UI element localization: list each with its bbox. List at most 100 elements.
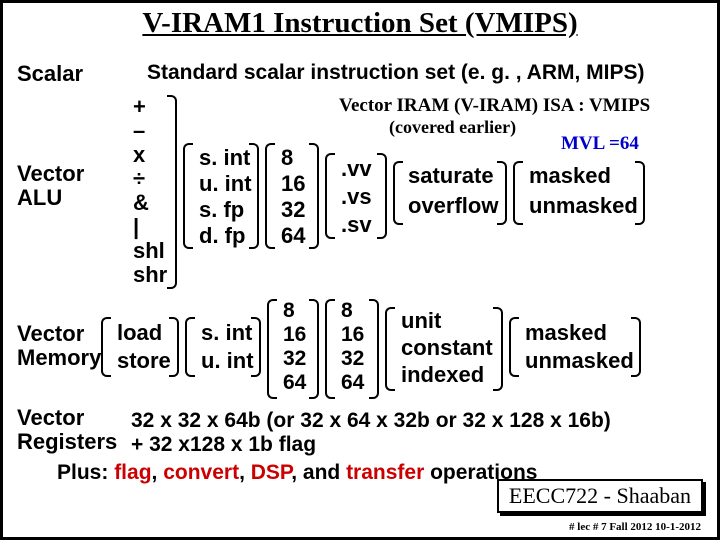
mem-types: s. int u. int [201,319,254,375]
mem-mask-item: masked [525,319,634,347]
alu-ops: + – x ÷ & | shl shr [133,95,167,287]
bracket [251,317,261,377]
alu-type: s. fp [199,197,252,223]
mem-widths: 8 16 32 64 [283,299,306,395]
scalar-desc: Standard scalar instruction set (e. g. ,… [147,61,644,85]
mem-mode-item: unit [401,307,493,334]
alu-type: u. int [199,171,252,197]
alu-op: & [133,191,167,215]
bracket [513,161,523,225]
plus-d: convert [163,461,239,484]
footer-small: # lec # 7 Fall 2012 10-1-2012 [569,521,701,533]
alu-width: 64 [281,223,305,249]
bracket [493,307,503,391]
alu-reg: .sv [341,211,372,239]
bracket [169,317,179,377]
plus-a: Plus: [57,461,114,484]
bracket [509,317,519,377]
alu-reg: .vs [341,183,372,211]
mem-width2: 8 [341,299,364,323]
vector-alu-label2: ALU [17,185,62,211]
scalar-label: Scalar [17,61,83,86]
vector-alu-label1: Vector [17,161,84,187]
alu-op: x [133,143,167,167]
alu-sat-item: overflow [408,191,498,221]
bracket [249,143,259,249]
bracket [183,143,193,249]
mem-mode: unit constant indexed [401,307,493,388]
mem-mask-item: unmasked [525,347,634,375]
mem-width: 32 [283,347,306,371]
mem-type: u. int [201,347,254,375]
alu-width: 8 [281,145,305,171]
alu-types: s. int u. int s. fp d. fp [199,145,252,249]
mem-width2: 64 [341,371,364,395]
note-vmips: Vector IRAM (V-IRAM) ISA : VMIPS [339,95,650,117]
registers-text2: + 32 x128 x 1b flag [131,433,316,457]
bracket [635,161,645,225]
slide: V-IRAM1 Instruction Set (VMIPS) Scalar S… [0,0,720,540]
alu-op: | [133,215,167,239]
scalar-row: Scalar Standard scalar instruction set (… [17,61,703,87]
mem-width2: 32 [341,347,364,371]
alu-widths: 8 16 32 64 [281,145,305,249]
bracket [631,317,641,377]
alu-op: – [133,119,167,143]
plus-b: flag [114,461,151,484]
alu-op: shr [133,263,167,287]
alu-sat-item: saturate [408,161,498,191]
vector-memory-label1: Vector [17,321,84,347]
bracket [393,161,403,225]
plus-line: Plus: flag, convert, DSP, and transfer o… [57,461,537,485]
plus-c: , [152,461,164,484]
alu-reg: .vv [341,155,372,183]
alu-regs: .vv .vs .sv [341,155,372,239]
alu-type: s. int [199,145,252,171]
bracket [369,299,379,399]
alu-sat: saturate overflow [408,161,498,221]
plus-f: DSP [251,461,291,484]
vector-memory-label2: Memory [17,345,101,371]
alu-op: ÷ [133,167,167,191]
alu-width: 32 [281,197,305,223]
bracket [309,143,319,249]
mem-mask: masked unmasked [525,319,634,375]
alu-mask-item: unmasked [529,191,638,221]
mem-width: 8 [283,299,306,323]
bracket [167,95,177,289]
vector-registers-label2: Registers [17,429,117,455]
alu-type: d. fp [199,223,252,249]
mem-op: store [117,347,171,375]
plus-g: , and [291,461,346,484]
footer-box: EECC722 - Shaaban [497,479,703,513]
registers-text1: 32 x 32 x 64b (or 32 x 64 x 32b or 32 x … [131,409,611,433]
mem-width: 16 [283,323,306,347]
bracket [385,307,395,391]
bracket [309,299,319,399]
bracket [325,153,335,239]
mem-width2: 16 [341,323,364,347]
mem-width: 64 [283,371,306,395]
bracket [267,299,277,399]
slide-title: V-IRAM1 Instruction Set (VMIPS) [3,7,717,40]
bracket [377,153,387,239]
bracket [265,143,275,249]
bracket [101,317,111,377]
mem-op: load [117,319,171,347]
mem-mode-item: indexed [401,361,493,388]
plus-e: , [239,461,251,484]
mem-ops: load store [117,319,171,375]
bracket [325,299,335,399]
bracket [185,317,195,377]
bracket [497,161,507,225]
mem-type: s. int [201,319,254,347]
note-mvl: MVL =64 [561,133,639,155]
mem-mode-item: constant [401,334,493,361]
alu-op: + [133,95,167,119]
alu-mask: masked unmasked [529,161,638,221]
mem-widths2: 8 16 32 64 [341,299,364,395]
plus-h: transfer [346,461,424,484]
vector-registers-label1: Vector [17,405,84,431]
note-covered: (covered earlier) [389,117,516,138]
alu-op: shl [133,239,167,263]
